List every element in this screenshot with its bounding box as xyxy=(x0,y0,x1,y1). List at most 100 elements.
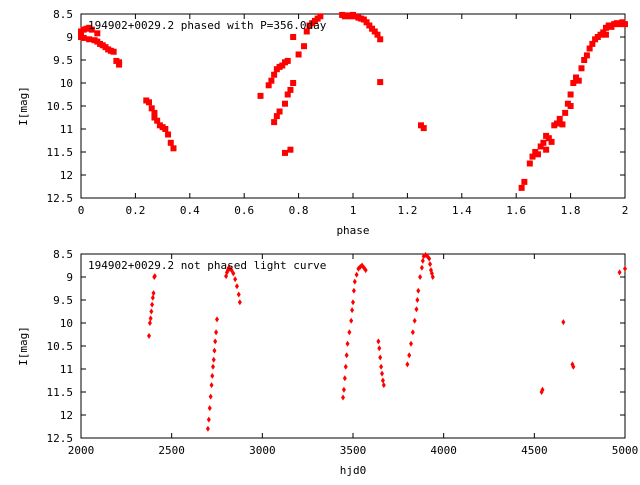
data-point xyxy=(86,36,93,43)
data-point xyxy=(581,57,588,63)
y-tick-label: 8.5 xyxy=(53,248,73,261)
y-axis-label: I[mag] xyxy=(17,326,30,366)
data-point xyxy=(380,370,385,377)
x-tick-label: 1.8 xyxy=(561,204,581,217)
data-point xyxy=(526,160,533,167)
data-point xyxy=(282,100,288,107)
x-tick-label: 0 xyxy=(78,204,85,217)
data-point xyxy=(578,65,585,72)
data-point xyxy=(211,356,216,363)
x-tick-label: 3500 xyxy=(340,444,367,457)
x-tick-label: 5000 xyxy=(612,444,639,457)
data-point xyxy=(152,273,157,280)
data-point xyxy=(623,265,627,272)
data-point xyxy=(212,347,217,354)
data-point xyxy=(265,82,272,89)
data-point xyxy=(589,40,596,47)
data-point xyxy=(273,113,280,120)
data-point xyxy=(427,255,432,262)
data-point xyxy=(617,269,622,276)
x-axis-label: hjd0 xyxy=(340,464,367,477)
data-point xyxy=(271,71,278,78)
x-tick-label: 4500 xyxy=(521,444,548,457)
data-point xyxy=(374,31,381,38)
x-tick-label: 0.8 xyxy=(289,204,309,217)
data-point xyxy=(378,354,383,361)
data-point xyxy=(573,74,580,81)
data-point xyxy=(571,363,576,370)
x-tick-label: 4000 xyxy=(430,444,457,457)
data-point xyxy=(602,31,609,38)
data-point xyxy=(350,307,355,314)
data-point xyxy=(420,257,425,264)
data-point xyxy=(211,363,216,370)
data-point xyxy=(276,108,283,115)
data-point xyxy=(420,125,427,132)
data-point xyxy=(410,329,415,336)
data-point xyxy=(317,13,324,20)
data-point xyxy=(586,45,593,52)
data-point xyxy=(284,57,291,64)
data-point xyxy=(341,394,346,401)
data-point xyxy=(583,52,590,59)
data-point xyxy=(419,264,424,271)
data-point xyxy=(147,320,152,326)
data-point xyxy=(540,139,547,146)
data-point xyxy=(430,274,435,280)
data-point xyxy=(287,86,294,93)
data-point xyxy=(562,109,569,116)
y-tick-label: 11 xyxy=(60,123,73,136)
y-tick-label: 9.5 xyxy=(53,294,73,307)
y-axis-label: I[mag] xyxy=(17,86,30,126)
data-point xyxy=(554,120,560,127)
data-point xyxy=(407,352,412,359)
data-point xyxy=(154,117,161,124)
data-point xyxy=(146,99,152,106)
data-point xyxy=(205,425,210,432)
data-point xyxy=(529,153,536,160)
data-point xyxy=(165,131,172,138)
x-tick-label: 1.4 xyxy=(452,204,472,217)
data-point xyxy=(271,119,278,126)
plot-frame xyxy=(80,13,626,199)
data-point xyxy=(208,393,213,400)
data-point xyxy=(287,146,294,153)
data-point xyxy=(94,30,101,37)
y-tick-label: 10.5 xyxy=(47,100,74,113)
data-point xyxy=(567,103,574,109)
data-point xyxy=(414,306,419,313)
data-point xyxy=(377,79,384,86)
y-tick-label: 10.5 xyxy=(47,340,74,353)
y-tick-label: 9.5 xyxy=(53,54,73,67)
y-tick-label: 12.5 xyxy=(47,432,74,445)
y-tick-label: 11.5 xyxy=(47,146,74,159)
y-tick-label: 12.5 xyxy=(47,192,74,205)
data-point xyxy=(376,338,381,345)
data-point xyxy=(412,317,417,324)
x-tick-label: 1.2 xyxy=(397,204,417,217)
data-point xyxy=(570,80,577,86)
data-point xyxy=(295,51,302,58)
data-point xyxy=(210,372,215,379)
chart-title: 194902+0029.2 phased with P=356.0day xyxy=(88,19,327,32)
data-point xyxy=(379,363,384,370)
chart-title: 194902+0029.2 not phased light curve xyxy=(88,259,326,272)
data-point xyxy=(116,61,123,68)
data-point xyxy=(301,43,308,50)
y-tick-label: 10 xyxy=(60,317,73,330)
data-point xyxy=(343,363,348,370)
data-point xyxy=(559,121,566,128)
x-tick-label: 2000 xyxy=(68,444,95,457)
x-tick-label: 1 xyxy=(350,204,357,217)
data-point xyxy=(377,36,384,43)
y-tick-label: 12 xyxy=(60,409,73,422)
data-point xyxy=(345,340,350,347)
data-point xyxy=(537,143,544,150)
data-point xyxy=(545,135,552,142)
data-point xyxy=(207,405,212,412)
data-point xyxy=(214,329,219,336)
data-point xyxy=(342,375,347,382)
data-point xyxy=(284,91,291,98)
data-point xyxy=(290,34,297,40)
x-tick-label: 3000 xyxy=(249,444,276,457)
